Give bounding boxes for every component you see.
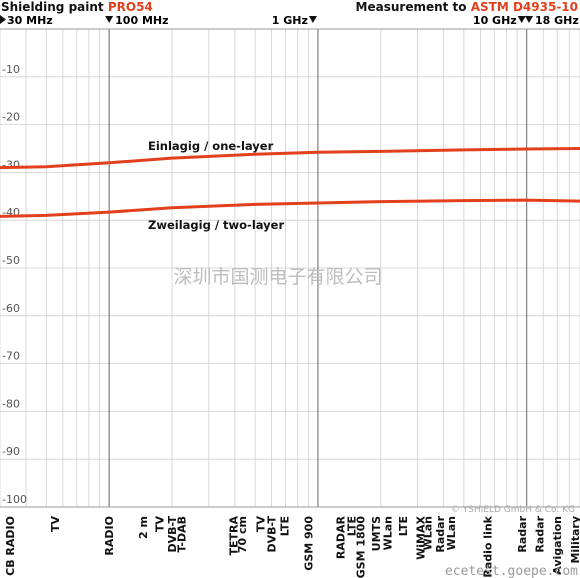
arrow-down-icon (105, 16, 114, 23)
band-label: TV (49, 516, 62, 533)
band-label: Radio link (482, 515, 495, 577)
watermark-chinese: 深圳市国测电子有限公司 (173, 266, 382, 288)
band-label: 2 m (137, 516, 150, 539)
band-label: Radar (533, 515, 546, 552)
grid (0, 28, 580, 508)
band-label: Military (569, 516, 580, 564)
band-label: RADIO (103, 516, 116, 556)
y-tick-label: -70 (2, 350, 20, 363)
freq-marker: 18 GHz (525, 14, 579, 27)
freq-marker: 100 MHz (105, 14, 169, 27)
y-tick-label: -90 (2, 445, 20, 458)
freq-label: 1 GHz (272, 14, 308, 27)
series-label-two-layer: Zweilagig / two-layer (148, 218, 284, 232)
series-line-two-layer (0, 198, 580, 218)
freq-marker: 30 MHz (0, 14, 53, 27)
y-tick-label: -10 (2, 63, 20, 76)
y-tick-label: -100 (2, 493, 27, 506)
band-label: LTE (346, 516, 359, 536)
band-label: UMTS (370, 516, 383, 551)
band-label: Radar (434, 515, 447, 552)
header-right: Measurement to ASTM D4935-10 (356, 0, 578, 14)
band-label: GSM 1800 (355, 516, 368, 578)
freq-marker: 1 GHz (272, 14, 317, 27)
band-label: TV (254, 516, 267, 533)
band-label: WLan (422, 516, 435, 550)
y-tick-label: -20 (2, 111, 20, 124)
band-label: Avigation (551, 516, 564, 575)
band-label: TETRA (228, 516, 241, 556)
freq-label: 100 MHz (115, 14, 168, 27)
y-tick-label: -60 (2, 302, 20, 315)
band-label: RADAR (334, 515, 347, 559)
band-label: TV (153, 516, 166, 533)
series-label-one-layer: Einlagig / one-layer (148, 139, 274, 153)
series-line-one-layer (0, 147, 580, 170)
y-axis-ticks: -10-20-30-40-50-60-70-80-90-100 (2, 63, 27, 506)
website-watermark: ecetest.goepe.com (445, 564, 578, 578)
header-left: Shielding paint PRO54 (1, 0, 153, 14)
y-tick-label: -50 (2, 254, 20, 267)
freq-label: 18 GHz (535, 14, 579, 27)
band-label: WLan (445, 516, 458, 550)
copyright-text: © YSHIELD GmbH & Co. KG (451, 505, 575, 515)
arrow-down-icon (525, 16, 533, 23)
band-label: 70 cm (236, 516, 249, 553)
band-label: WLan (381, 516, 394, 550)
y-tick-label: -30 (2, 158, 20, 171)
freq-label: 10 GHz (473, 14, 517, 27)
band-label: LTE (397, 516, 410, 536)
series-lines (0, 147, 580, 218)
band-label: CB RADIO (4, 516, 17, 576)
band-label: DVB-T (166, 516, 179, 553)
arrow-down-icon (517, 16, 526, 23)
freq-label: 30 MHz (7, 14, 53, 27)
arrow-right-icon (0, 15, 6, 24)
band-label: T-DAB (176, 516, 189, 552)
band-label: LTE (278, 516, 291, 536)
band-label: WiMAX (415, 515, 428, 559)
y-tick-label: -80 (2, 397, 20, 410)
freq-marker: 10 GHz (473, 14, 526, 27)
frequency-markers: 30 MHz 100 MHz 1 GHz 10 GHz 18 GHz (0, 14, 579, 27)
band-label: DVB-T (266, 516, 279, 553)
band-label: GSM 900 (302, 516, 315, 571)
arrow-down-icon (308, 16, 317, 23)
band-label: Radar (516, 515, 529, 552)
